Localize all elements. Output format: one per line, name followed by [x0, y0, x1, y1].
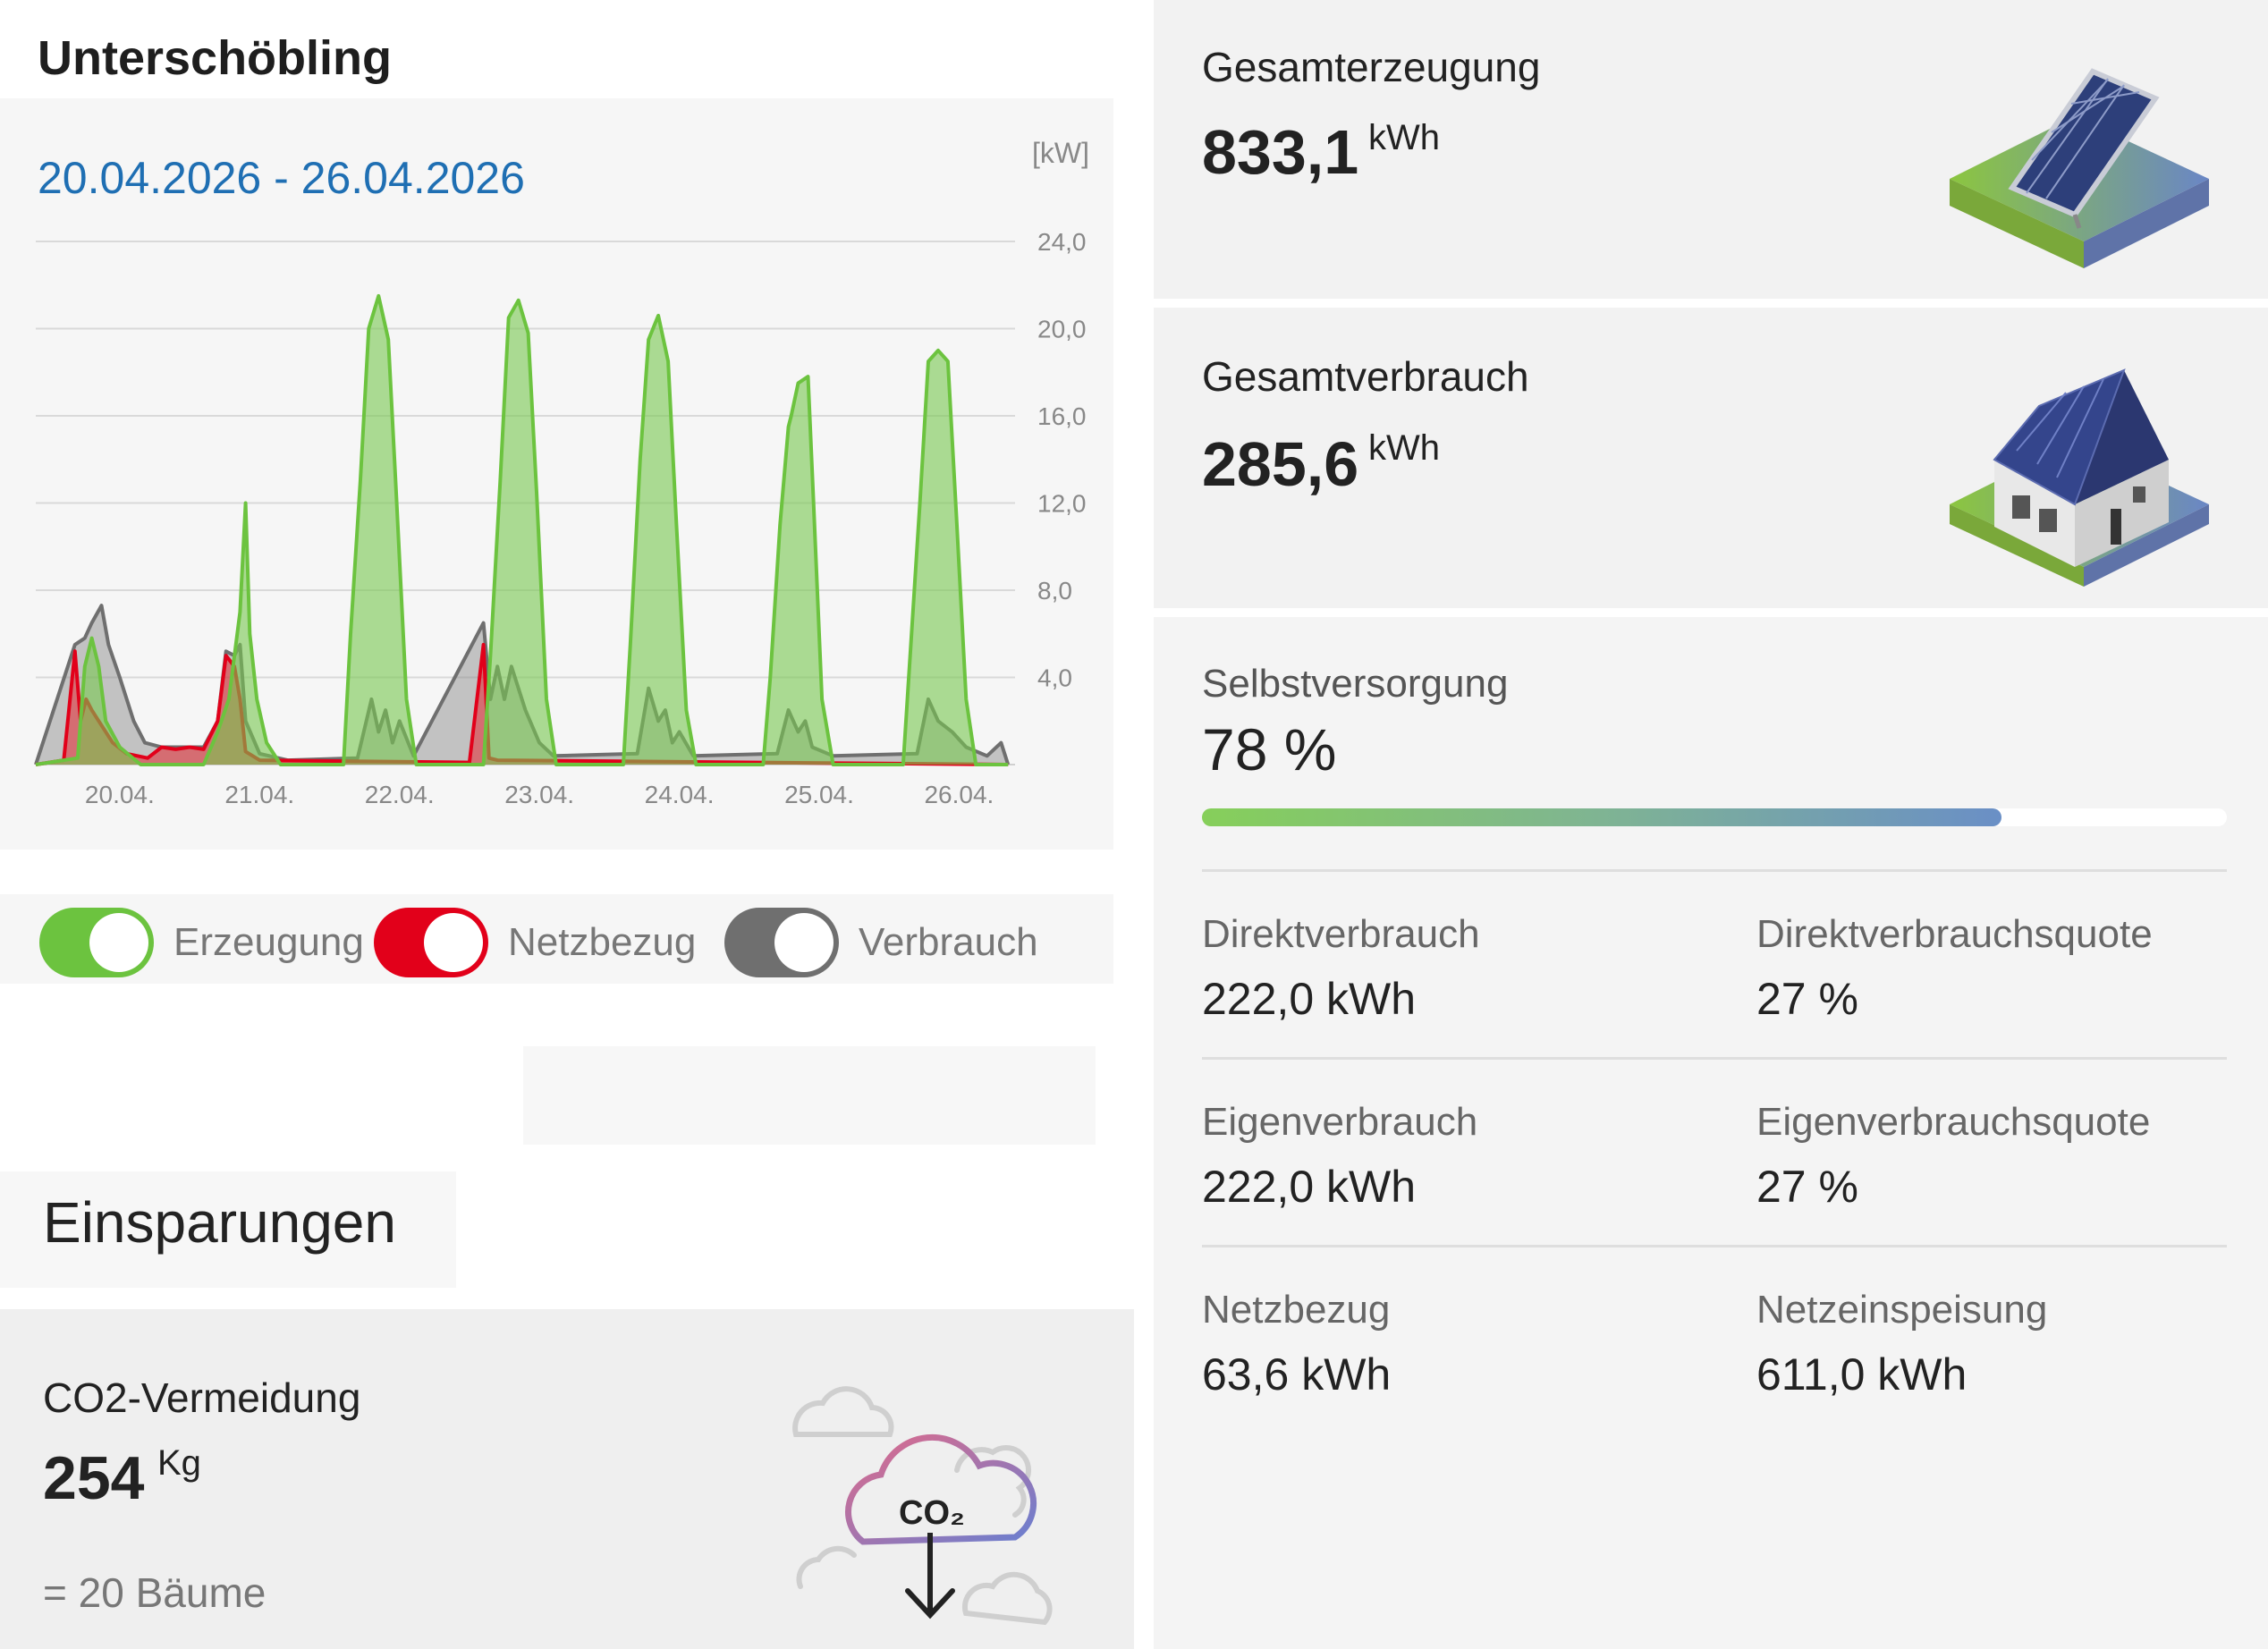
x-tick-label: 24.04. [645, 781, 715, 808]
x-tick-label: 26.04. [924, 781, 994, 808]
empty-panel [523, 1046, 1096, 1145]
chart-legend: Erzeugung Netzbezug Verbrauch [0, 894, 1113, 984]
y-tick-label: 12,0 [1037, 490, 1087, 518]
legend-erzeugung[interactable]: Erzeugung [39, 907, 364, 978]
consumption-value: 285,6 [1202, 429, 1359, 499]
chart-card: 20.04.2026 - 26.04.2026 [kW] 24,0 20,0 16,0… [0, 98, 1113, 850]
own-consumption-value: 222,0 kWh [1202, 1162, 1417, 1212]
toggle-knob [89, 913, 148, 972]
power-chart: [kW] 24,0 20,0 16,0 12,0 8,0 4,0 20.04. 21.04. 22… [34, 137, 1089, 808]
direct-consumption-value: 222,0 kWh [1202, 974, 1417, 1024]
series-area-erzeugung [36, 295, 1009, 765]
toggle-knob [774, 913, 834, 972]
direct-consumption-ratio-label: Direktverbrauchsquote [1756, 912, 2153, 956]
trees-equivalent: = 20 Bäume [43, 1569, 267, 1616]
grid-feed-in-value: 611,0 kWh [1756, 1349, 1968, 1400]
house-illustration [1950, 368, 2209, 587]
self-supply-progress [1202, 808, 2227, 826]
self-supply-label: Selbstversorgung [1202, 662, 1509, 706]
verbrauch-toggle[interactable] [724, 908, 839, 977]
consumption-label: Gesamtverbrauch [1202, 353, 1529, 400]
x-tick-label: 20.04. [85, 781, 155, 808]
solar-panel-illustration [1950, 68, 2209, 268]
legend-verbrauch[interactable]: Verbrauch [724, 907, 1038, 978]
legend-label-netzbezug: Netzbezug [508, 920, 697, 964]
consumption-card: Gesamtverbrauch 285,6 kWh [1154, 308, 2268, 608]
left-panel: Unterschöbling 20.04.2026 - 26.04.2026 [… [0, 31, 1134, 1649]
direct-consumption-ratio-value: 27 % [1756, 974, 1858, 1024]
production-value: 833,1 [1202, 117, 1359, 187]
y-unit-label: [kW] [1032, 137, 1089, 169]
divider [1202, 1245, 2227, 1247]
right-panel: Gesamterzeugung 833,1 kWh [1154, 0, 2268, 1649]
legend-netzbezug[interactable]: Netzbezug [374, 907, 696, 978]
grid-import-label: Netzbezug [1202, 1288, 1391, 1332]
production-label: Gesamterzeugung [1202, 44, 1541, 90]
own-consumption-ratio-label: Eigenverbrauchsquote [1756, 1100, 2151, 1144]
self-supply-value: 78 % [1202, 716, 1337, 782]
y-tick-label: 8,0 [1037, 577, 1072, 605]
y-tick-label: 4,0 [1037, 664, 1072, 692]
toggle-knob [424, 913, 483, 972]
divider [1202, 869, 2227, 872]
co2-label: CO2-Vermeidung [43, 1374, 361, 1421]
co2-card: CO2-Vermeidung 254 Kg = 20 Bäume [0, 1309, 1134, 1649]
direct-consumption-label: Direktverbrauch [1202, 912, 1480, 956]
date-range[interactable]: 20.04.2026 - 26.04.2026 [38, 153, 525, 203]
legend-label-erzeugung: Erzeugung [173, 920, 364, 964]
production-card: Gesamterzeugung 833,1 kWh [1154, 0, 2268, 299]
co2-icon-text: CO₂ [899, 1494, 965, 1532]
legend-label-verbrauch: Verbrauch [859, 920, 1038, 964]
production-unit: kWh [1368, 118, 1440, 157]
x-tick-label: 23.04. [504, 781, 574, 808]
y-tick-label: 20,0 [1037, 316, 1087, 343]
site-name: Unterschöbling [38, 31, 393, 85]
grid-import-value: 63,6 kWh [1202, 1349, 1392, 1400]
y-tick-label: 16,0 [1037, 402, 1087, 430]
own-consumption-ratio-value: 27 % [1756, 1162, 1858, 1212]
grid-feed-in-label: Netzeinspeisung [1756, 1288, 2048, 1332]
co2-unit: Kg [157, 1443, 201, 1483]
series-line-erzeugung [35, 293, 1009, 766]
erzeugung-toggle[interactable] [39, 908, 154, 977]
x-tick-label: 21.04. [224, 781, 294, 808]
savings-title: Einsparungen [43, 1190, 396, 1255]
co2-cloud-icon: CO₂ [792, 1386, 1053, 1626]
netzbezug-toggle[interactable] [374, 908, 488, 977]
self-supply-card: Selbstversorgung 78 % Direktverbrauch 22… [1154, 617, 2268, 1649]
y-tick-label: 24,0 [1037, 228, 1087, 256]
co2-value: 254 [43, 1444, 145, 1512]
self-supply-progress-fill [1202, 808, 2001, 826]
x-tick-label: 22.04. [365, 781, 435, 808]
own-consumption-label: Eigenverbrauch [1202, 1100, 1478, 1144]
x-tick-label: 25.04. [784, 781, 854, 808]
savings-header: Einsparungen [0, 1171, 456, 1288]
divider [1202, 1057, 2227, 1060]
consumption-unit: kWh [1368, 428, 1440, 468]
